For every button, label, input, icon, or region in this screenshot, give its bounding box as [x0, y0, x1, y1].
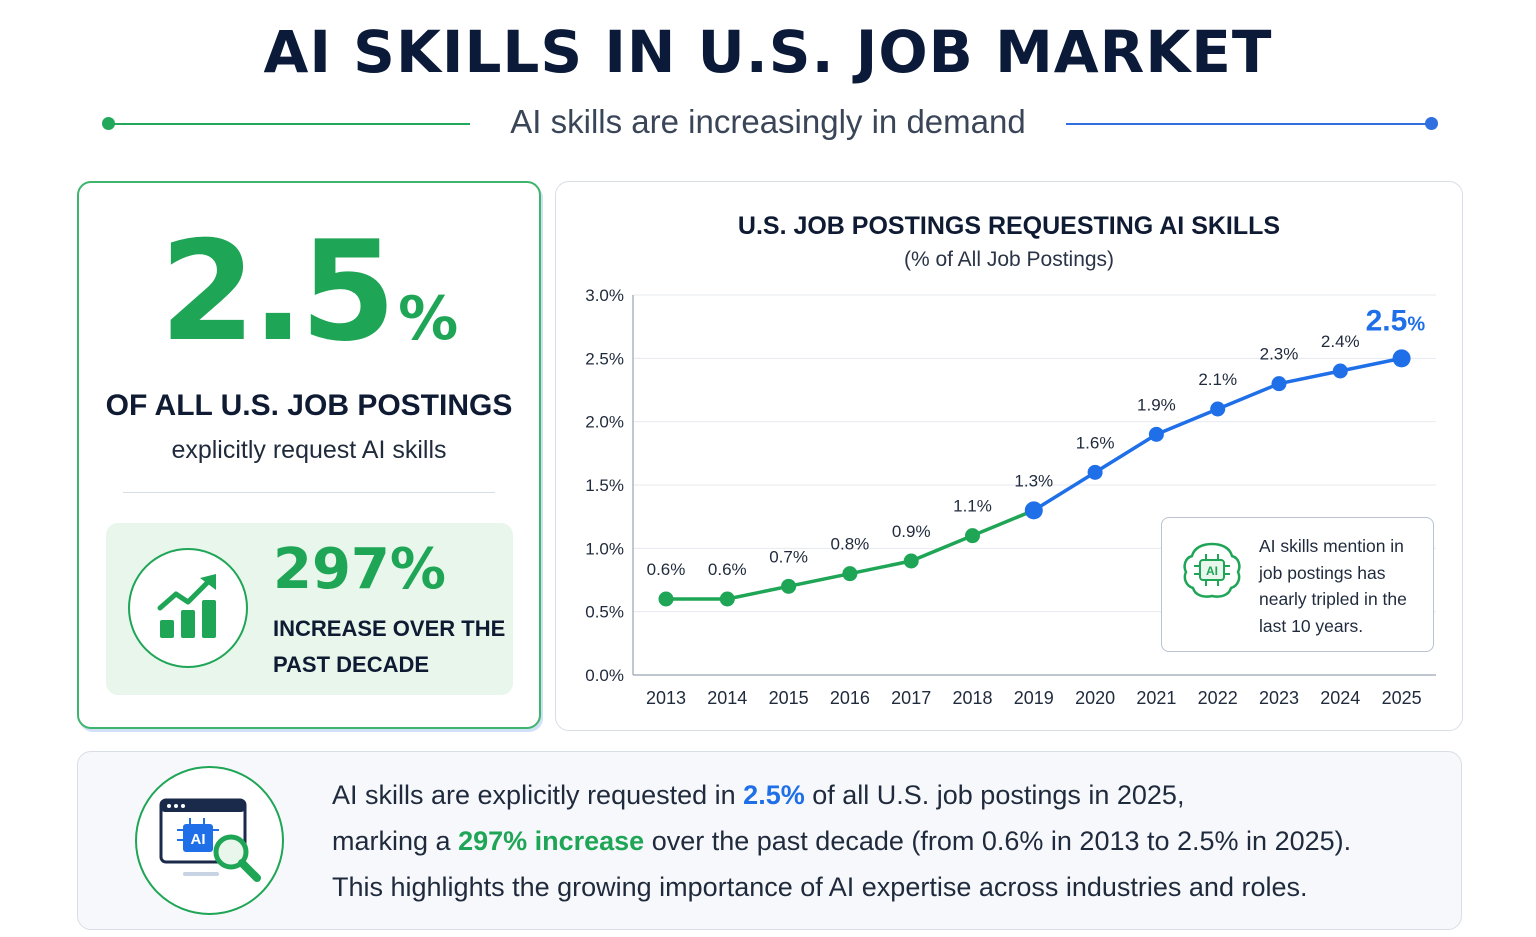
data-label: 0.6%	[708, 560, 747, 579]
data-label: 0.9%	[892, 522, 931, 541]
data-point	[1332, 363, 1348, 379]
summary-line-1: AI skills are explicitly requested in 2.…	[332, 780, 1185, 810]
x-tick-label: 2017	[891, 688, 931, 708]
data-point	[658, 591, 674, 607]
chart-subtitle: (% of All Job Postings)	[903, 248, 1115, 271]
data-point	[1024, 501, 1043, 520]
growth-chart-icon	[128, 548, 248, 668]
summary-line-2: marking a 297% increase over the past de…	[332, 826, 1352, 856]
stat-headline: OF ALL U.S. JOB POSTINGS	[105, 389, 513, 422]
stat-card: 2.5% OF ALL U.S. JOB POSTINGS explicitly…	[77, 181, 541, 729]
summary-line-3: This highlights the growing importance o…	[332, 872, 1308, 902]
summary-highlight-share: 2.5%	[743, 780, 805, 810]
x-tick-label: 2018	[952, 688, 992, 708]
series-line-early	[666, 508, 1035, 601]
ai-brain-icon: AI	[1180, 538, 1244, 607]
summary-highlight-increase: 297% increase	[458, 826, 645, 856]
data-label: 2.3%	[1260, 345, 1299, 364]
big-stat: 2.5%	[79, 211, 539, 372]
y-tick-label: 3.0%	[585, 286, 624, 305]
summary-card: AI AI skills are explicitly requested in…	[77, 751, 1462, 930]
x-tick-label: 2016	[830, 688, 870, 708]
callout-text: AI skills mention in job postings has ne…	[1259, 536, 1407, 636]
x-tick-label: 2022	[1198, 688, 1238, 708]
data-point	[842, 566, 858, 582]
data-point	[781, 578, 797, 594]
data-label: 1.6%	[1076, 433, 1115, 452]
data-label: 0.7%	[769, 547, 808, 566]
ai-search-icon: AI	[135, 766, 284, 915]
subtitle-row: AI skills are increasingly in demand	[0, 100, 1536, 146]
y-tick-label: 2.0%	[585, 413, 624, 432]
x-tick-label: 2025	[1382, 688, 1422, 708]
data-label-final: 2.5%	[1366, 304, 1426, 337]
subtitle-right-dot	[1425, 117, 1438, 130]
data-point	[903, 553, 919, 569]
data-label: 2.4%	[1321, 332, 1360, 351]
data-label: 2.1%	[1198, 370, 1237, 389]
data-point	[1210, 401, 1226, 417]
increase-value: 297%	[273, 537, 447, 602]
data-point	[1148, 426, 1164, 442]
increase-box: 297% INCREASE OVER THE PAST DECADE	[106, 523, 513, 695]
x-tick-label: 2024	[1320, 688, 1360, 708]
stat-subline: explicitly request AI skills	[171, 436, 447, 464]
x-tick-label: 2013	[646, 688, 686, 708]
summary-text: AI skills are explicitly requested in 2.…	[332, 772, 1442, 910]
data-point	[719, 591, 735, 607]
big-stat-unit: %	[398, 284, 459, 354]
subtitle-right-line	[1066, 123, 1430, 125]
data-point	[1271, 376, 1287, 392]
chart-title: U.S. JOB POSTINGS REQUESTING AI SKILLS	[737, 212, 1281, 240]
data-label: 1.3%	[1014, 471, 1053, 490]
stat-divider	[123, 492, 495, 493]
y-tick-label: 1.5%	[585, 476, 624, 495]
y-tick-label: 0.5%	[585, 603, 624, 622]
svg-text:AI: AI	[191, 831, 206, 848]
y-tick-label: 1.0%	[585, 539, 624, 558]
x-tick-label: 2021	[1136, 688, 1176, 708]
page-subtitle: AI skills are increasingly in demand	[510, 103, 1026, 140]
x-tick-label: 2019	[1014, 688, 1054, 708]
data-point	[965, 528, 980, 544]
data-point	[1087, 464, 1103, 480]
subtitle-left-line	[108, 123, 470, 125]
y-tick-label: 0.0%	[585, 666, 624, 685]
data-label: 1.1%	[953, 497, 992, 516]
big-stat-value: 2.5	[159, 211, 396, 372]
data-label: 1.9%	[1137, 395, 1176, 414]
data-label: 0.8%	[831, 535, 870, 554]
page-title: AI SKILLS IN U.S. JOB MARKET	[263, 18, 1273, 86]
increase-label: INCREASE OVER THE PAST DECADE	[273, 616, 506, 677]
x-tick-label: 2023	[1259, 688, 1299, 708]
y-tick-label: 2.5%	[585, 349, 624, 368]
x-tick-label: 2014	[707, 688, 747, 708]
x-tick-label: 2015	[769, 688, 809, 708]
x-tick-label: 2020	[1075, 688, 1115, 708]
data-point	[1392, 349, 1411, 368]
line-chart: 0.0% 0.5% 1.0% 1.5% 2.0% 2.5% 3.0% 2013 2014 2015…	[585, 286, 1436, 708]
svg-text:AI: AI	[1206, 564, 1218, 578]
data-label: 0.6%	[647, 560, 686, 579]
chart-callout: AI AI skills mention in job postings has…	[1161, 517, 1434, 652]
